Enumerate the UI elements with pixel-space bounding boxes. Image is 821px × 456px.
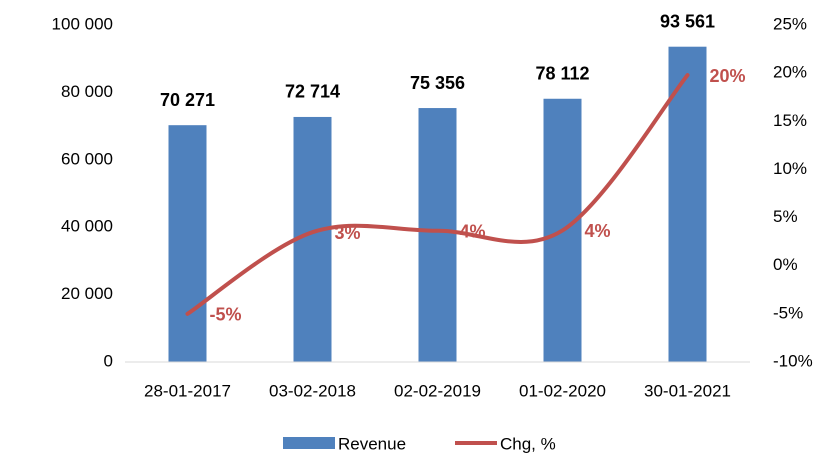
y2-tick-label: -10% xyxy=(773,351,813,370)
y-tick-label: 40 000 xyxy=(61,217,113,236)
y2-tick-label: -5% xyxy=(773,303,803,322)
line-value-label: 4% xyxy=(460,222,486,242)
y2-tick-label: 5% xyxy=(773,207,798,226)
legend-swatch xyxy=(283,437,335,449)
bar-value-label: 70 271 xyxy=(160,90,215,110)
y-tick-label: 20 000 xyxy=(61,284,113,303)
y2-tick-label: 10% xyxy=(773,159,807,178)
y-tick-label: 100 000 xyxy=(52,14,113,33)
bar xyxy=(168,125,207,362)
line-value-label: 3% xyxy=(335,223,361,243)
bar xyxy=(418,108,457,362)
legend-label: Revenue xyxy=(338,434,406,453)
y-tick-label: 60 000 xyxy=(61,149,113,168)
y2-tick-label: 20% xyxy=(773,63,807,82)
bar-value-label: 72 714 xyxy=(285,82,340,102)
legend-label: Chg, % xyxy=(500,434,556,453)
y-tick-label: 80 000 xyxy=(61,82,113,101)
x-tick-label: 28-01-2017 xyxy=(144,381,231,400)
y2-tick-label: 0% xyxy=(773,255,798,274)
x-tick-label: 03-02-2018 xyxy=(269,381,356,400)
bar-value-label: 78 112 xyxy=(535,64,589,84)
line-value-label: -5% xyxy=(210,305,242,325)
line-value-label: 20% xyxy=(710,66,746,86)
y2-tick-label: 15% xyxy=(773,111,807,130)
y2-tick-label: 25% xyxy=(773,14,807,33)
x-tick-label: 01-02-2020 xyxy=(519,381,606,400)
x-tick-label: 02-02-2019 xyxy=(394,381,481,400)
y-tick-label: 0 xyxy=(104,351,113,370)
bar-value-label: 93 561 xyxy=(660,11,715,31)
line-value-label: 4% xyxy=(585,221,611,241)
bar xyxy=(668,46,707,362)
x-tick-label: 30-01-2021 xyxy=(644,381,731,400)
line xyxy=(185,73,690,316)
bar-value-label: 75 356 xyxy=(410,73,465,93)
